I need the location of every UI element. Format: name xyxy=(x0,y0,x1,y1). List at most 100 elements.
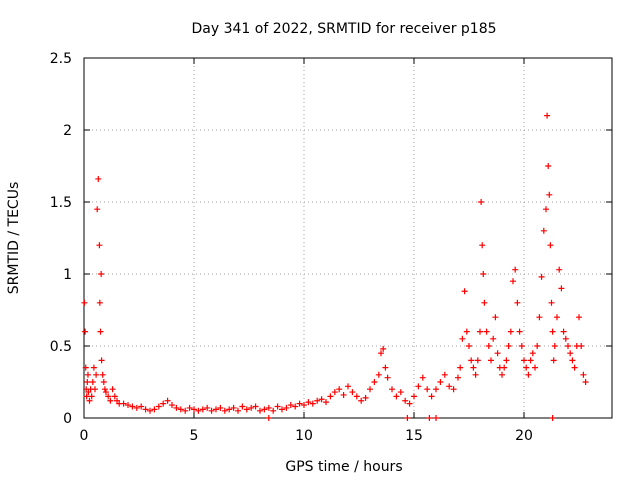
data-point xyxy=(560,328,567,335)
data-point xyxy=(404,415,411,421)
data-point xyxy=(483,328,490,335)
data-point xyxy=(534,343,541,349)
data-point xyxy=(582,379,589,385)
data-point xyxy=(82,364,89,371)
data-point xyxy=(301,402,307,409)
data-point xyxy=(549,328,556,335)
data-point xyxy=(527,357,534,364)
data-point xyxy=(544,112,551,119)
data-point xyxy=(331,389,338,396)
data-point xyxy=(490,335,497,342)
data-point xyxy=(580,371,587,378)
data-point xyxy=(109,386,116,393)
data-point xyxy=(86,397,93,404)
y-tick-label: 0 xyxy=(63,411,72,427)
data-point xyxy=(463,328,470,335)
data-point xyxy=(433,386,439,393)
data-point xyxy=(292,403,299,410)
y-tick-label: 1.5 xyxy=(50,195,72,211)
data-point xyxy=(96,242,103,249)
data-point xyxy=(305,399,312,406)
data-point xyxy=(287,402,294,409)
data-point xyxy=(389,386,395,393)
data-point xyxy=(548,299,555,306)
data-point xyxy=(512,266,519,273)
data-point xyxy=(547,242,554,249)
data-point xyxy=(459,335,466,342)
data-point xyxy=(151,406,158,413)
data-point xyxy=(349,389,356,396)
data-point xyxy=(529,350,536,357)
data-point xyxy=(411,393,417,400)
data-point xyxy=(523,364,530,371)
data-point xyxy=(169,402,175,409)
data-point xyxy=(567,350,574,357)
data-point xyxy=(129,403,136,410)
data-point xyxy=(314,397,321,404)
x-tick-label: 20 xyxy=(515,428,533,444)
data-point xyxy=(177,406,184,413)
data-point xyxy=(576,314,582,321)
data-point xyxy=(89,379,96,385)
data-point xyxy=(538,273,545,280)
data-point xyxy=(562,335,569,342)
data-point xyxy=(120,400,127,407)
data-point xyxy=(437,379,444,385)
data-point xyxy=(125,402,131,409)
data-point xyxy=(393,393,400,400)
data-point xyxy=(296,400,303,407)
data-point xyxy=(309,400,316,407)
data-point xyxy=(433,415,439,421)
data-point xyxy=(371,379,378,385)
data-point xyxy=(507,328,514,335)
data-point xyxy=(477,328,483,335)
data-point xyxy=(546,191,553,198)
data-point xyxy=(468,357,475,364)
data-point xyxy=(98,357,105,364)
data-point xyxy=(457,364,464,371)
data-point xyxy=(375,371,382,378)
data-point xyxy=(367,386,373,393)
data-point xyxy=(182,407,189,414)
data-point xyxy=(239,403,246,410)
data-point xyxy=(428,393,435,400)
y-tick-label: 1 xyxy=(63,267,72,283)
data-point xyxy=(105,393,112,400)
data-point xyxy=(384,374,391,381)
data-point xyxy=(217,404,224,411)
data-point xyxy=(208,407,215,414)
data-point xyxy=(94,206,101,213)
data-point xyxy=(345,383,351,390)
data-point xyxy=(265,404,272,411)
data-point xyxy=(323,399,329,406)
data-point xyxy=(455,374,461,381)
data-point xyxy=(164,397,171,404)
data-point xyxy=(480,271,487,277)
data-point xyxy=(279,406,285,413)
chart-title: Day 341 of 2022, SRMTID for receiver p18… xyxy=(191,21,496,37)
data-point xyxy=(472,371,479,378)
data-point xyxy=(195,407,202,414)
data-point xyxy=(402,397,409,404)
data-point xyxy=(478,199,485,205)
data-point xyxy=(426,415,433,421)
data-point xyxy=(84,379,91,385)
data-point xyxy=(248,404,255,411)
data-point xyxy=(378,350,384,357)
data-point xyxy=(353,393,360,400)
data-point xyxy=(243,406,250,413)
data-point xyxy=(252,403,259,410)
data-point xyxy=(485,343,492,349)
data-point xyxy=(261,406,268,413)
y-axis-label: SRMTID / TECUs xyxy=(6,182,22,295)
data-point xyxy=(510,278,516,285)
data-point xyxy=(380,345,387,352)
data-point xyxy=(488,357,494,364)
x-tick-label: 0 xyxy=(80,428,89,444)
data-point xyxy=(84,371,91,378)
data-point xyxy=(336,386,343,393)
data-point xyxy=(97,328,104,335)
data-point xyxy=(525,371,532,378)
y-tick-label: 0.5 xyxy=(50,339,72,355)
plot-frame xyxy=(83,57,613,419)
